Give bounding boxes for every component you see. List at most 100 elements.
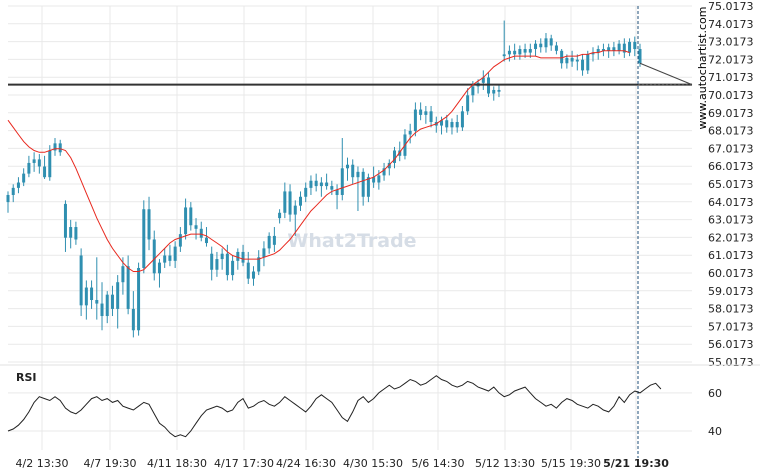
candle-body <box>204 237 208 244</box>
candle-body <box>539 43 543 48</box>
candle-body <box>560 50 564 64</box>
candle-body <box>534 43 538 50</box>
candle-body <box>502 54 506 57</box>
time-tick-label: 5/12 13:30 <box>475 457 535 470</box>
candle-body <box>575 59 579 62</box>
rsi-axis: 60 40 <box>708 387 722 438</box>
moving-average-line <box>7 50 630 272</box>
candle-body <box>110 294 114 309</box>
candle-body <box>267 235 271 249</box>
candle-body <box>32 159 36 163</box>
candle-body <box>356 171 360 178</box>
candle-body <box>184 207 188 235</box>
candle-body <box>11 187 15 195</box>
candle-body <box>121 266 125 283</box>
candle-body <box>523 49 527 53</box>
candle-body <box>63 203 67 238</box>
candle-body <box>79 255 83 306</box>
candle-body <box>210 253 214 270</box>
candle-body <box>612 47 616 51</box>
candle-body <box>466 95 470 112</box>
price-tick-label: 56.0173 <box>708 338 754 351</box>
candle-body <box>617 43 621 51</box>
candle-body <box>283 191 287 213</box>
watermark-text: What2Trade <box>287 230 416 252</box>
candle-body <box>309 180 313 188</box>
candle-body <box>43 166 47 178</box>
candle-body <box>638 49 642 64</box>
rsi-tick-label: 60 <box>708 387 722 400</box>
candle-body <box>236 251 240 261</box>
projection-line <box>639 62 693 86</box>
candle-body <box>157 262 161 274</box>
time-axis: 4/2 13:30 4/7 19:30 4/11 18:30 4/17 17:30 4/… <box>16 457 670 470</box>
price-tick-label: 63.0173 <box>708 214 754 227</box>
candle-body <box>314 180 318 187</box>
time-tick-label: 4/24 16:30 <box>276 457 336 470</box>
candle-body <box>382 168 386 176</box>
candle-body <box>225 253 229 276</box>
candle-body <box>455 122 459 128</box>
price-tick-label: 68.0173 <box>708 125 754 138</box>
candle-body <box>413 109 417 131</box>
candle-body <box>319 182 323 187</box>
rsi-tick-label: 40 <box>708 425 722 438</box>
candle-body <box>450 122 454 128</box>
candle-body <box>408 130 412 135</box>
candle-body <box>372 177 376 183</box>
candle-body <box>189 207 193 226</box>
candle-body <box>335 189 339 195</box>
price-tick-label: 59.0173 <box>708 285 754 298</box>
candle-body <box>471 86 475 96</box>
candle-body <box>6 194 10 203</box>
candle-body <box>27 162 31 174</box>
price-tick-label: 57.0173 <box>708 320 754 333</box>
candle-body <box>460 111 464 128</box>
candle-body <box>251 271 255 279</box>
candle-body <box>544 38 548 48</box>
price-tick-label: 64.0173 <box>708 196 754 209</box>
candle-body <box>105 294 109 317</box>
price-tick-label: 73.0173 <box>708 36 754 49</box>
candle-body <box>241 251 245 263</box>
candle-body <box>199 228 203 238</box>
chart-grid <box>8 5 692 450</box>
candle-body <box>565 57 569 64</box>
candle-body <box>278 212 282 219</box>
price-tick-label: 65.0173 <box>708 178 754 191</box>
candle-body <box>633 41 637 50</box>
candle-body <box>126 266 130 309</box>
candle-body <box>387 162 391 169</box>
candle-body <box>607 47 611 51</box>
price-tick-label: 67.0173 <box>708 142 754 155</box>
candle-body <box>116 282 120 309</box>
candle-body <box>419 109 423 115</box>
price-tick-label: 60.0173 <box>708 267 754 280</box>
candle-body <box>429 111 433 123</box>
candle-body <box>168 255 172 261</box>
candle-body <box>497 89 501 92</box>
candle-body <box>366 177 370 197</box>
candle-body <box>325 182 329 187</box>
candle-body <box>58 143 62 153</box>
candle-body <box>147 209 151 240</box>
time-tick-label: 4/11 18:30 <box>147 457 207 470</box>
candle-body <box>424 111 428 115</box>
price-tick-label: 71.0173 <box>708 71 754 84</box>
price-tick-label: 62.0173 <box>708 231 754 244</box>
candle-body <box>513 50 517 55</box>
candle-body <box>298 196 302 206</box>
candle-body <box>346 164 350 169</box>
candle-body <box>178 234 182 247</box>
candle-body <box>53 143 57 151</box>
candlestick-series <box>6 20 642 338</box>
candle-body <box>69 227 73 238</box>
candle-body <box>37 159 41 167</box>
candle-body <box>90 287 94 301</box>
candle-body <box>74 227 78 240</box>
time-tick-label: 4/7 19:30 <box>84 457 137 470</box>
candle-body <box>330 186 334 190</box>
candle-body <box>361 171 365 197</box>
price-tick-label: 75.0173 <box>708 0 754 13</box>
